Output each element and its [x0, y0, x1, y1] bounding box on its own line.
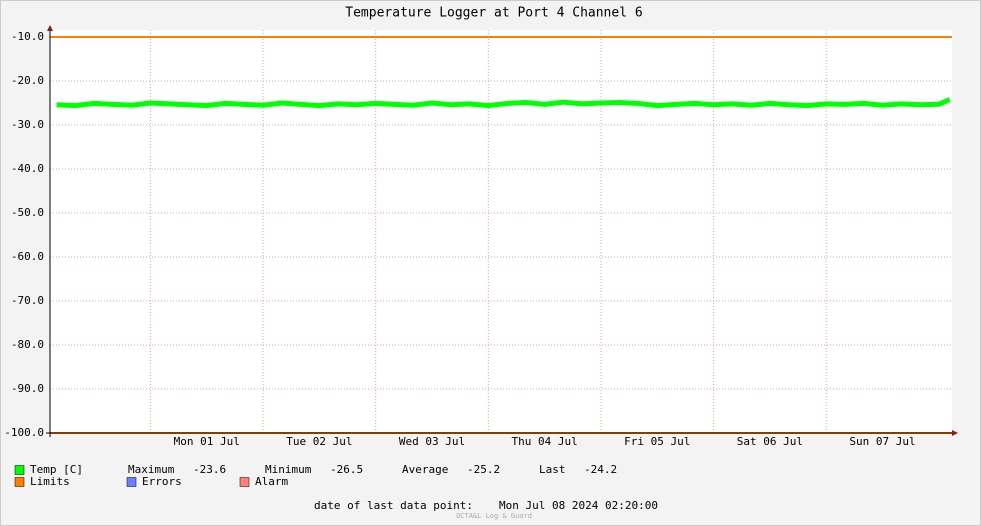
x-tick-label: Wed 03 Jul — [399, 435, 465, 448]
data-line — [56, 97, 951, 109]
y-tick-label: -70.0 — [11, 294, 44, 307]
footer-label: date of last data point: — [314, 499, 473, 512]
x-tick-label: Mon 01 Jul — [174, 435, 240, 448]
plot-area — [50, 30, 952, 433]
legend-swatch — [126, 477, 137, 487]
stat-value: -26.5 — [330, 463, 363, 476]
stat-value: -25.2 — [467, 463, 500, 476]
x-tick-label: Thu 04 Jul — [512, 435, 578, 448]
legend-label: Alarm — [255, 475, 288, 488]
legend-label: Limits — [30, 475, 70, 488]
y-arrow — [47, 25, 53, 31]
y-tick-label: -10.0 — [11, 30, 44, 43]
x-tick-label: Fri 05 Jul — [624, 435, 690, 448]
x-arrow — [952, 430, 958, 436]
legend-label: Errors — [142, 475, 182, 488]
y-tick-label: -60.0 — [11, 250, 44, 263]
y-tick-label: -50.0 — [11, 206, 44, 219]
chart-title: Temperature Logger at Port 4 Channel 6 — [345, 6, 642, 21]
y-tick-label: -100.0 — [4, 426, 44, 439]
stat-value: -23.6 — [193, 463, 226, 476]
y-tick-label: -20.0 — [11, 74, 44, 87]
footer-value: Mon Jul 08 2024 02:20:00 — [499, 499, 658, 512]
stat-name: Average — [402, 463, 448, 476]
legend-label: Temp [C] — [30, 463, 83, 476]
x-tick-label: Tue 02 Jul — [286, 435, 352, 448]
y-tick-label: -30.0 — [11, 118, 44, 131]
watermark: OCTA&L Log & Guard — [456, 512, 532, 520]
legend-swatch — [14, 465, 25, 475]
x-tick-label: Sat 06 Jul — [737, 435, 803, 448]
stat-name: Minimum — [265, 463, 312, 476]
stat-name: Last — [539, 463, 566, 476]
y-tick-label: -80.0 — [11, 338, 44, 351]
legend-swatch — [239, 477, 250, 487]
x-tick-label: Sun 07 Jul — [849, 435, 915, 448]
stat-name: Maximum — [128, 463, 175, 476]
y-tick-label: -40.0 — [11, 162, 44, 175]
y-tick-label: -90.0 — [11, 382, 44, 395]
legend-swatch — [14, 477, 25, 487]
stat-value: -24.2 — [584, 463, 617, 476]
